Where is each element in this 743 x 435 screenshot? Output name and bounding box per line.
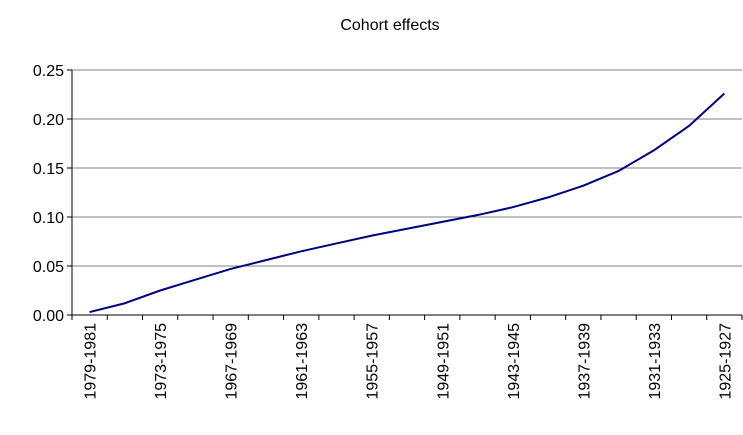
x-tick-label: 1967-1969 bbox=[224, 323, 241, 400]
x-tick-label: 1979-1981 bbox=[83, 323, 100, 400]
x-tick-label: 1949-1951 bbox=[435, 323, 452, 400]
x-tick-label: 1937-1939 bbox=[576, 323, 593, 400]
y-tick-label: 0.00 bbox=[33, 308, 64, 325]
x-tick-label: 1961-1963 bbox=[294, 323, 311, 400]
y-tick-label: 0.10 bbox=[33, 210, 64, 227]
x-tick-label: 1973-1975 bbox=[153, 323, 170, 400]
x-tick-label: 1925-1927 bbox=[717, 323, 734, 400]
x-tick-label: 1931-1933 bbox=[647, 323, 664, 400]
y-tick-label: 0.20 bbox=[33, 112, 64, 129]
y-tick-label: 0.15 bbox=[33, 161, 64, 178]
x-tick-label: 1943-1945 bbox=[506, 323, 523, 400]
y-tick-label: 0.05 bbox=[33, 259, 64, 276]
y-tick-label: 0.25 bbox=[33, 63, 64, 80]
chart-title: Cohort effects bbox=[340, 17, 439, 34]
series-line bbox=[89, 92, 726, 314]
x-tick-label: 1955-1957 bbox=[365, 323, 382, 400]
